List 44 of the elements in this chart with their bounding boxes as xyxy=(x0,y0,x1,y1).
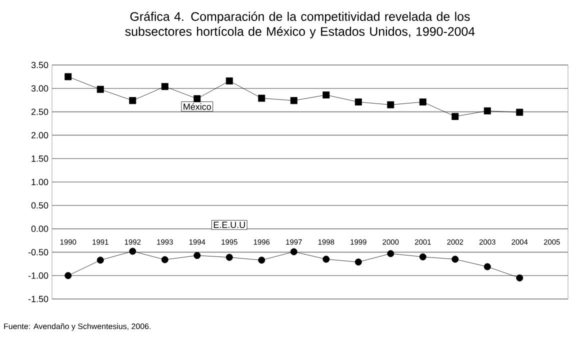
y-tick-label: 0.00 xyxy=(31,226,48,232)
y-tick-label: -0.50 xyxy=(28,249,48,256)
point xyxy=(354,258,362,266)
point xyxy=(290,248,298,256)
point xyxy=(161,256,168,264)
point xyxy=(129,97,136,104)
point xyxy=(226,77,233,84)
point xyxy=(452,256,459,263)
point xyxy=(322,91,330,98)
point xyxy=(258,94,266,102)
point xyxy=(194,95,201,102)
y-tick-label: 3.50 xyxy=(31,62,48,68)
y-tick-label: 0.50 xyxy=(31,202,48,209)
point xyxy=(226,254,233,261)
point xyxy=(64,73,72,80)
point xyxy=(387,101,394,108)
point xyxy=(484,263,491,270)
point xyxy=(516,108,524,116)
point xyxy=(452,112,459,120)
y-tick-label: 2.00 xyxy=(31,132,48,138)
point xyxy=(194,252,201,259)
point xyxy=(484,107,491,114)
point xyxy=(419,98,426,106)
y-tick-label: -1.50 xyxy=(28,296,48,302)
point xyxy=(419,253,426,260)
text: E.E.U.U xyxy=(214,222,245,228)
point xyxy=(290,97,298,104)
point xyxy=(516,274,524,282)
point xyxy=(64,272,72,280)
point xyxy=(96,86,104,93)
point xyxy=(161,83,168,90)
y-tick-label: 1.50 xyxy=(32,155,48,162)
point xyxy=(354,98,362,106)
chart-title: Gráfica 4. Comparación de la competitividad revelada de los subsectores hortícola de México y Estados Unidos, 1990-2004 xyxy=(125,12,475,38)
y-tick-label: 2.50 xyxy=(31,108,48,115)
point xyxy=(258,256,266,264)
y-tick-label: 3.00 xyxy=(31,85,48,92)
point xyxy=(129,248,136,255)
y-tick-label: 1.00 xyxy=(32,178,48,186)
point xyxy=(387,250,394,258)
series-label: México xyxy=(184,103,211,110)
point xyxy=(96,256,104,264)
point xyxy=(322,256,330,263)
y-tick-label: -1.00 xyxy=(28,272,48,279)
